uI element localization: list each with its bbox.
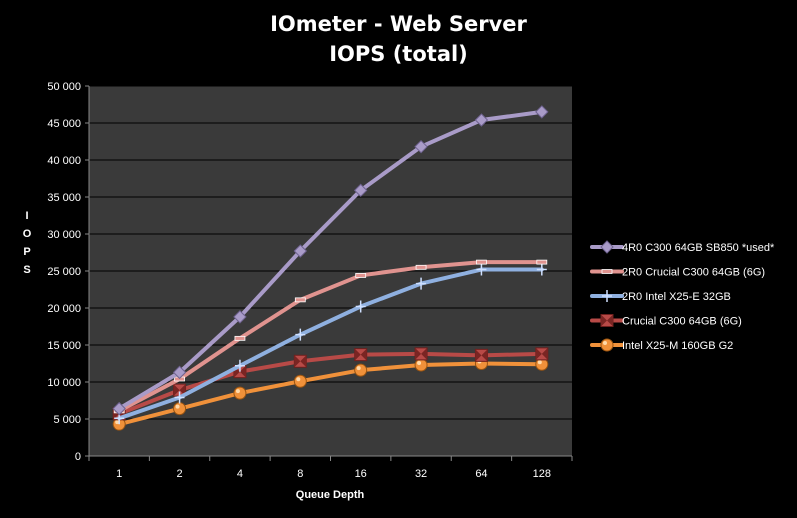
chart-subtitle: IOPS (total) <box>329 42 468 66</box>
data-point <box>474 113 489 127</box>
data-point <box>234 359 245 372</box>
data-point <box>233 310 247 324</box>
legend-item: 2R0 Intel X25-E 32GB <box>590 290 731 303</box>
legend-marker <box>601 269 613 274</box>
data-point <box>414 139 428 154</box>
data-point <box>416 277 427 290</box>
y-tick-label: 25 000 <box>47 266 81 278</box>
y-axis-label-letter: P <box>23 246 30 258</box>
series-line <box>117 361 544 427</box>
data-point <box>173 402 187 416</box>
data-point-shade <box>415 347 428 360</box>
data-point <box>295 328 306 341</box>
data-point <box>476 263 487 276</box>
data-point <box>414 358 428 372</box>
data-point-shine <box>296 377 301 382</box>
y-axis-label-letter: I <box>25 210 28 222</box>
legend-marker-shine <box>603 341 607 345</box>
chart-title: IOmeter - Web Server <box>270 12 527 36</box>
data-point-shade <box>354 348 367 361</box>
x-tick-label: 2 <box>177 468 183 480</box>
x-tick-label: 16 <box>355 468 367 480</box>
legend-item: Intel X25-M 160GB G2 <box>590 338 733 352</box>
legend-marker <box>600 240 614 254</box>
data-point-shine <box>537 360 542 365</box>
legend-label: 2R0 Crucial C300 64GB (6G) <box>622 267 765 279</box>
x-tick-label: 32 <box>415 468 427 480</box>
series-2r0-intel-x25-e-32gb <box>114 263 547 425</box>
y-tick-label: 40 000 <box>47 155 81 167</box>
data-point-shine <box>115 420 120 425</box>
legend-label: Crucial C300 64GB (6G) <box>622 316 742 328</box>
data-point-shade <box>475 349 488 362</box>
y-tick-label: 45 000 <box>47 118 81 130</box>
data-point <box>355 300 366 313</box>
series-line <box>117 109 544 411</box>
legend-marker <box>602 290 612 302</box>
legend-item: 4R0 C300 64GB SB850 *used* <box>590 240 775 254</box>
data-point <box>415 264 427 270</box>
y-tick-label: 50 000 <box>47 81 81 93</box>
y-tick-label: 20 000 <box>47 303 81 315</box>
x-axis-label: Queue Depth <box>296 489 365 501</box>
x-tick-label: 8 <box>297 468 303 480</box>
data-point-shine <box>356 366 361 371</box>
y-tick-label: 10 000 <box>47 377 81 389</box>
data-point <box>294 297 306 303</box>
y-tick-label: 30 000 <box>47 229 81 241</box>
y-tick-label: 35 000 <box>47 192 81 204</box>
series-line <box>117 351 544 416</box>
data-point <box>112 401 126 416</box>
data-point-shade <box>173 384 186 397</box>
series-2r0-crucial-c300-64gb-6g- <box>113 259 548 414</box>
data-point-shine <box>235 389 240 394</box>
data-point-shade <box>294 355 307 368</box>
y-tick-label: 15 000 <box>47 340 81 352</box>
data-point <box>355 273 367 278</box>
data-point-shine <box>417 360 422 365</box>
x-tick-label: 128 <box>533 468 551 480</box>
legend-label: Intel X25-M 160GB G2 <box>622 340 733 352</box>
data-point <box>293 244 308 258</box>
data-point-shade <box>535 347 548 360</box>
data-point <box>233 386 247 400</box>
data-point <box>353 183 368 198</box>
data-point <box>476 259 487 265</box>
series-4r0-c300-64gb-sb850-used- <box>112 105 549 416</box>
legend-label: 2R0 Intel X25-E 32GB <box>622 291 731 303</box>
legend-label: 4R0 C300 64GB SB850 *used* <box>622 242 775 254</box>
data-point <box>234 335 246 341</box>
data-point <box>535 105 549 119</box>
legend-item: Crucial C300 64GB (6G) <box>590 314 742 328</box>
y-axis-label-letter: S <box>23 264 30 276</box>
series-line <box>117 260 544 413</box>
legend-marker-shade <box>601 314 613 327</box>
data-point <box>536 259 548 265</box>
data-point <box>174 391 185 404</box>
x-tick-label: 4 <box>237 468 243 480</box>
data-point <box>536 263 547 276</box>
y-axis-label-letter: O <box>23 228 32 240</box>
data-point <box>293 374 307 388</box>
series-intel-x25-m-160gb-g2 <box>112 357 549 431</box>
x-tick-label: 64 <box>475 468 487 480</box>
legend-item: 2R0 Crucial C300 64GB (6G) <box>590 267 765 279</box>
legend-marker <box>600 338 614 352</box>
y-tick-label: 5 000 <box>53 414 81 426</box>
data-point <box>172 365 187 380</box>
x-tick-label: 1 <box>116 468 122 480</box>
series-line <box>117 267 544 421</box>
data-point-shine <box>175 404 180 409</box>
y-tick-label: 0 <box>75 451 81 463</box>
data-point <box>354 363 368 377</box>
